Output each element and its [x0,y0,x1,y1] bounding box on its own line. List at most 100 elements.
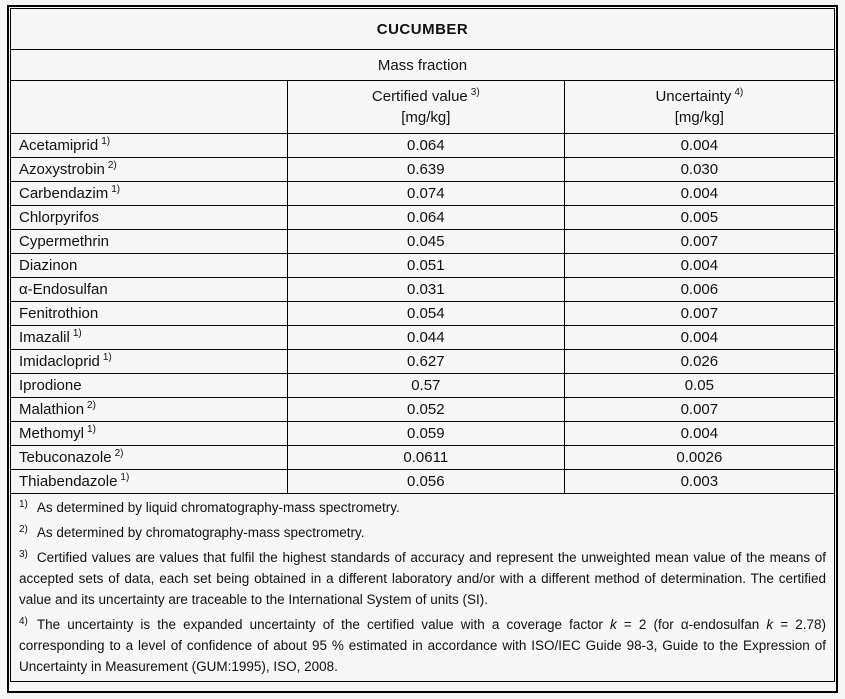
certified-value-cell: 0.064 [286,133,565,158]
title-row: CUCUMBER [10,8,835,50]
analyte-name-cell: Acetamiprid 1) [10,133,288,158]
table-row: α-Endosulfan 0.031 0.006 [10,277,836,302]
analyte-name: Acetamiprid [19,137,99,154]
cucumber-mass-fraction-table: CUCUMBER Mass fraction Certified value 3)… [10,8,836,682]
certified-value-cell: 0.064 [286,205,565,230]
analyte-name-cell: Chlorpyrifos [10,205,288,230]
footnote: 1) As determined by liquid chromatography… [19,497,826,518]
footnote-ref: 2) [107,160,117,171]
analyte-name-cell: Methomyl 1) [10,421,288,446]
table-row: Azoxystrobin 2) 0.639 0.030 [10,157,836,182]
certified-value-cell: 0.57 [286,373,565,398]
table-row: Tebuconazole 2) 0.0611 0.0026 [10,445,836,470]
certified-value-cell: 0.051 [286,253,565,278]
data-rows: Acetamiprid 1) 0.064 0.004 Azoxystrobin 2) 0.6… [10,133,836,494]
footnotes-list: 1) As determined by liquid chromatography… [19,497,826,677]
footnote-text: As determined by chromatography-mass spe… [36,525,365,540]
analyte-name-cell: Thiabendazole 1) [10,469,288,494]
footnote-ref: 1) [101,136,111,147]
analyte-name-cell: Malathion 2) [10,397,288,422]
uncertainty-value-cell: 0.004 [563,325,836,350]
analyte-name-cell: Diazinon [10,253,288,278]
certified-value-cell: 0.627 [286,349,565,374]
footnotes-section: 1) As determined by liquid chromatography… [10,493,835,682]
certified-value-cell: 0.0611 [286,445,565,470]
analyte-name: Thiabendazole [19,473,118,490]
certified-value-header-line1: Certified value 3) [296,86,556,107]
uncertainty-value-cell: 0.030 [563,157,836,182]
uncertainty-value-cell: 0.0026 [563,445,836,470]
footnote-text: k [766,617,774,632]
analyte-name: Malathion [19,401,85,418]
footnote: 3) Certified values are values that fulfi… [19,547,826,610]
analyte-name-cell: α-Endosulfan [10,277,288,302]
analyte-name: Chlorpyrifos [19,209,100,226]
footnote-ref: 1) [102,352,112,363]
analyte-name: Azoxystrobin [19,161,105,178]
footnotes-row: 1) As determined by liquid chromatography… [10,493,835,682]
footnote-marker: 1) [19,498,28,510]
analyte-column-header [10,80,288,134]
footnote-marker: 2) [19,523,28,535]
footnote-ref: 1) [111,184,121,195]
certified-value-cell: 0.074 [286,181,565,206]
certificate-table-border: CUCUMBER Mass fraction Certified value 3)… [7,5,838,693]
footnote-text: Certified values are values that fulfil … [19,550,826,607]
footnote-marker: 3) [19,548,28,560]
uncertainty-value-cell: 0.004 [563,181,836,206]
uncertainty-value-cell: 0.007 [563,301,836,326]
table-row: Acetamiprid 1) 0.064 0.004 [10,133,836,158]
table-row: Imazalil 1) 0.044 0.004 [10,325,836,350]
uncertainty-value-cell: 0.003 [563,469,836,494]
footnote-ref: 1) [120,472,130,483]
table-row: Chlorpyrifos 0.064 0.005 [10,205,836,230]
analyte-name-cell: Imazalil 1) [10,325,288,350]
footnote-ref: 1) [72,328,82,339]
uncertainty-value-cell: 0.007 [563,397,836,422]
table-row: Imidacloprid 1) 0.627 0.026 [10,349,836,374]
table-row: Carbendazim 1) 0.074 0.004 [10,181,836,206]
uncertainty-value-cell: 0.004 [563,133,836,158]
mass-fraction-label: Mass fraction [10,49,835,81]
analyte-name: α-Endosulfan [19,281,108,298]
certified-value-cell: 0.639 [286,157,565,182]
analyte-name: Methomyl [19,425,85,442]
analyte-name-cell: Cypermethrin [10,229,288,254]
uncertainty-value-cell: 0.005 [563,205,836,230]
table-row: Methomyl 1) 0.059 0.004 [10,421,836,446]
analyte-name-cell: Azoxystrobin 2) [10,157,288,182]
analyte-name: Cypermethrin [19,233,110,250]
uncertainty-value-cell: 0.05 [563,373,836,398]
uncertainty-label: Uncertainty [655,88,732,105]
footnote: 2) As determined by chromatography-mass s… [19,522,826,543]
analyte-name: Carbendazim [19,185,109,202]
table-row: Iprodione 0.57 0.05 [10,373,836,398]
footnote: 4) The uncertainty is the expanded uncert… [19,614,826,677]
certified-value-cell: 0.059 [286,421,565,446]
uncertainty-value-cell: 0.026 [563,349,836,374]
footnote-text: As determined by liquid chromatography-m… [36,500,400,515]
footnote-ref-3: 3) [470,87,480,98]
table-row: Cypermethrin 0.045 0.007 [10,229,836,254]
table-row: Malathion 2) 0.052 0.007 [10,397,836,422]
footnote-ref-4: 4) [734,87,744,98]
analyte-name-cell: Iprodione [10,373,288,398]
analyte-name-cell: Carbendazim 1) [10,181,288,206]
certified-value-cell: 0.031 [286,277,565,302]
footnote-text: = 2.78) corresponding to a level of conf… [19,617,826,674]
certified-value-cell: 0.044 [286,325,565,350]
analyte-name: Iprodione [19,377,82,394]
analyte-name-cell: Fenitrothion [10,301,288,326]
footnote-marker: 4) [19,615,28,627]
analyte-name-cell: Tebuconazole 2) [10,445,288,470]
column-header-row: Certified value 3) [mg/kg] Uncertainty 4) … [10,80,836,134]
analyte-name: Tebuconazole [19,449,112,466]
footnote-ref: 2) [114,448,124,459]
certified-value-cell: 0.052 [286,397,565,422]
analyte-name: Imazalil [19,329,70,346]
uncertainty-unit: [mg/kg] [674,109,724,126]
certified-value-header: Certified value 3) [mg/kg] [286,80,565,134]
uncertainty-header: Uncertainty 4) [mg/kg] [563,80,836,134]
footnote-text: k [610,617,617,632]
